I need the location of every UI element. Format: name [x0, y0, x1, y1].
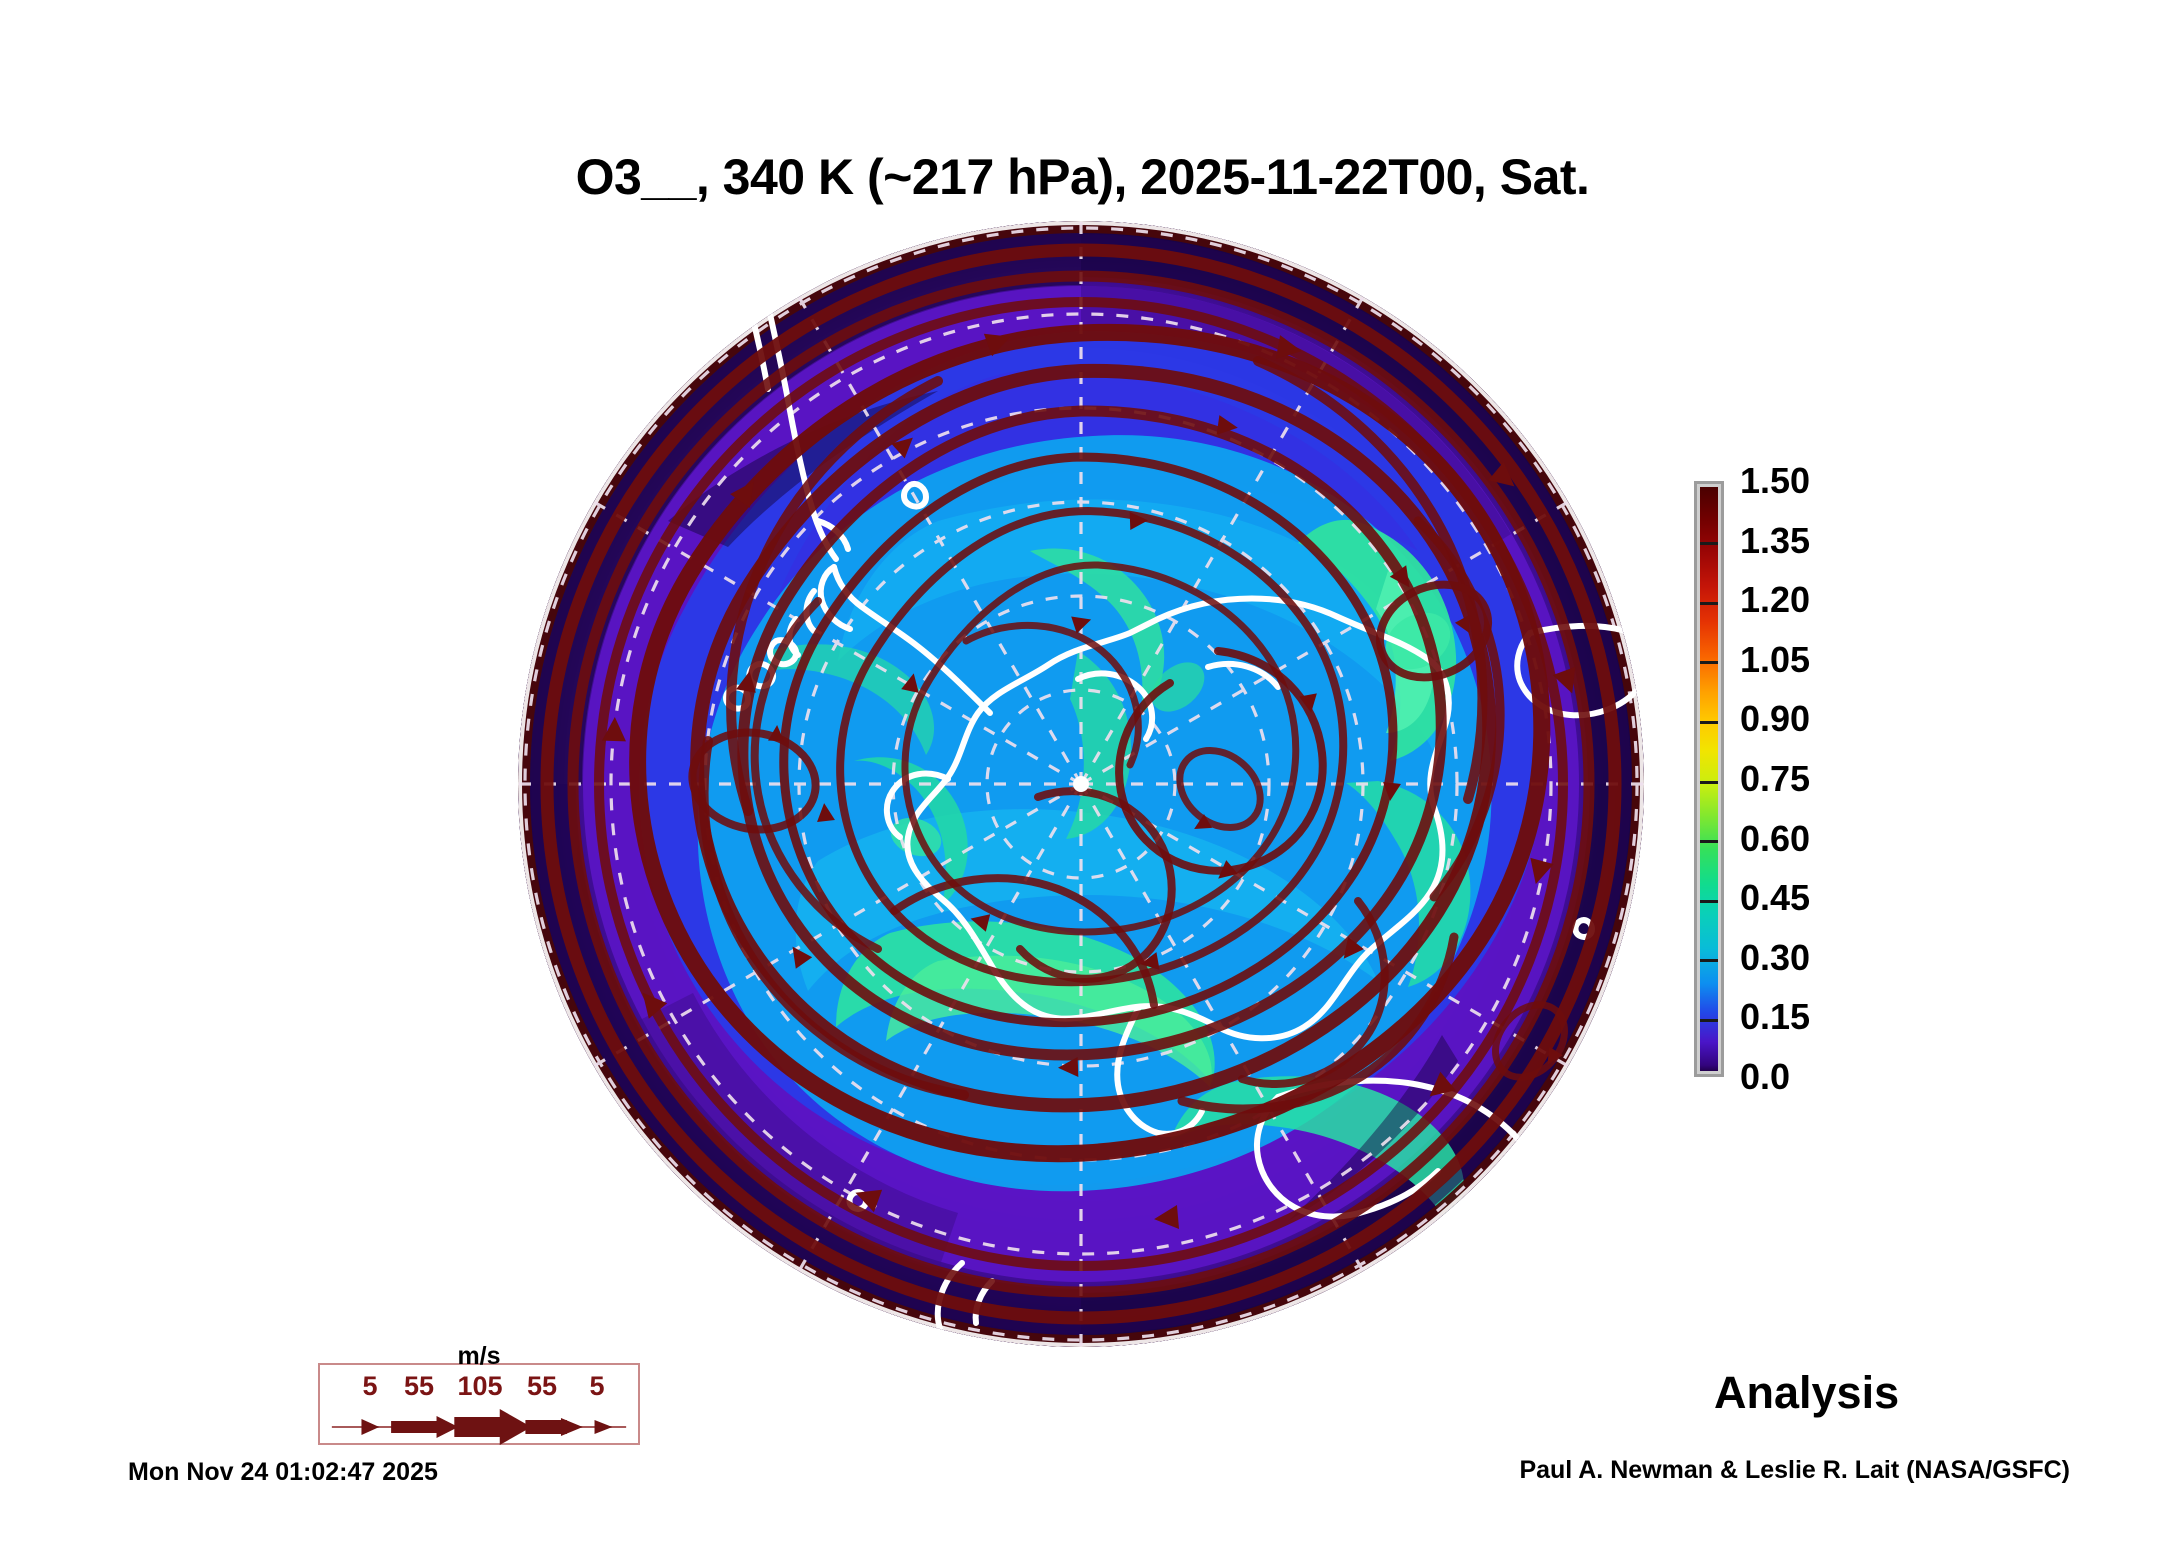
colorbar-tick: [1700, 1018, 1709, 1022]
colorbar-tick-label: 0.45: [1740, 877, 1811, 919]
colorbar-tick: [1700, 899, 1709, 903]
colorbar[interactable]: [1694, 481, 1724, 1077]
streamline-arrowheads: [602, 333, 1576, 1229]
colorbar-tick-label: 0.90: [1740, 698, 1811, 740]
wind-key-value: 5: [589, 1371, 605, 1401]
wind-key-value: 5: [362, 1371, 378, 1401]
colorbar-tick-label: 1.05: [1740, 638, 1811, 680]
colorbar-tick-labels: 1.50 1.35 1.20 1.05 0.90 0.75 0.60 0.45 0.30 0.15…: [1740, 462, 1900, 1102]
colorbar-tick-label: 0.0: [1740, 1056, 1791, 1097]
colorbar-tick: [1709, 720, 1718, 724]
colorbar-tick-label: 1.50: [1740, 460, 1811, 501]
colorbar-tick: [1709, 661, 1718, 665]
colorbar-tick-label: 0.30: [1740, 936, 1811, 978]
map-canvas: [518, 221, 1644, 1347]
polar-map[interactable]: [518, 221, 1644, 1347]
wind-key-value: 55: [526, 1371, 558, 1401]
wind-key-arrow-scale: [331, 1409, 627, 1445]
colorbar-tick-label: 1.35: [1740, 519, 1811, 561]
wind-streamlines: [540, 243, 1622, 1325]
wind-speed-key: m/s 5 55 105 55 5: [318, 1342, 640, 1445]
wind-key-value: 105: [457, 1371, 503, 1401]
colorbar-tick-label: 1.20: [1740, 579, 1811, 621]
wind-key-value: 55: [403, 1371, 435, 1401]
colorbar-tick: [1700, 661, 1709, 665]
colorbar-tick: [1709, 601, 1718, 605]
colorbar-tick: [1709, 840, 1718, 844]
colorbar-tick: [1709, 959, 1718, 963]
colorbar-tick: [1700, 542, 1709, 546]
colorbar-frame: [1694, 481, 1724, 1077]
analysis-label: Analysis: [1714, 1367, 1900, 1418]
colorbar-tick: [1709, 1018, 1718, 1022]
colorbar-gradient: [1700, 487, 1718, 1071]
colorbar-tick: [1700, 601, 1709, 605]
colorbar-tick: [1709, 780, 1718, 784]
colorbar-tick: [1700, 840, 1709, 844]
colorbar-tick: [1700, 959, 1709, 963]
colorbar-tick-label: 0.60: [1740, 817, 1811, 859]
south-pole-marker: [1073, 776, 1089, 792]
colorbar-tick: [1700, 720, 1709, 724]
colorbar-tick-label: 0.15: [1740, 996, 1811, 1038]
page-title: O3__, 340 K (~217 hPa), 2025-11-22T00, S…: [575, 149, 1590, 205]
colorbar-tick: [1709, 899, 1718, 903]
colorbar-tick: [1709, 542, 1718, 546]
map-disc: [518, 221, 1644, 1347]
timestamp-label: Mon Nov 24 01:02:47 2025: [128, 1458, 438, 1486]
colorbar-tick-label: 0.75: [1740, 758, 1811, 799]
wind-key-units-label: m/s: [457, 1342, 501, 1370]
credit-label: Paul A. Newman & Leslie R. Lait (NASA/GS…: [1519, 1456, 2070, 1484]
colorbar-tick: [1700, 780, 1709, 784]
